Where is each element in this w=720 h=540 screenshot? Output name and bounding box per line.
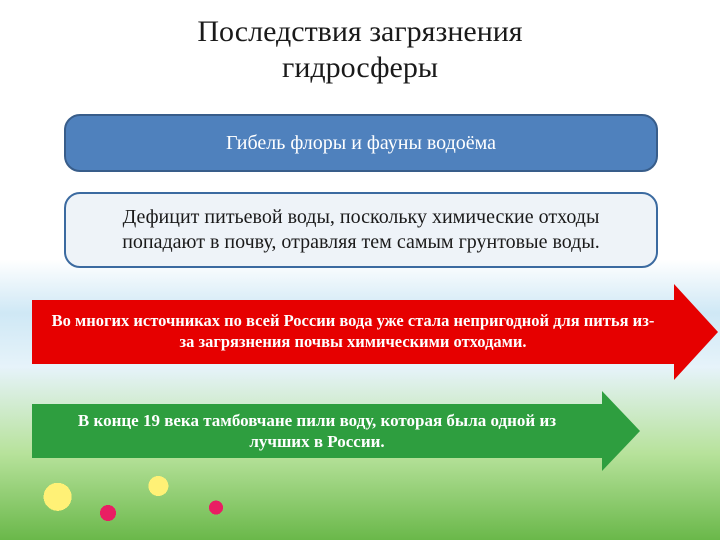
fact-arrow-2-body: В конце 19 века тамбовчане пили воду, ко…	[32, 404, 602, 458]
consequence-box-1: Гибель флоры и фауны водоёма	[64, 114, 658, 172]
consequence-box-2: Дефицит питьевой воды, поскольку химичес…	[64, 192, 658, 268]
fact-text-2: В конце 19 века тамбовчане пили воду, ко…	[46, 410, 588, 453]
consequence-text-1: Гибель флоры и фауны водоёма	[226, 132, 496, 155]
slide: Последствия загрязнения гидросферы Гибел…	[0, 0, 720, 540]
title-line-2: гидросферы	[282, 51, 438, 84]
title-line-1: Последствия загрязнения	[197, 15, 522, 48]
fact-arrow-1-body: Во многих источниках по всей России вода…	[32, 300, 674, 364]
fact-text-1: Во многих источниках по всей России вода…	[46, 311, 660, 352]
slide-title: Последствия загрязнения гидросферы	[0, 0, 720, 86]
fact-arrow-2-head	[602, 391, 640, 471]
fact-arrow-1-head	[674, 284, 718, 380]
consequence-text-2: Дефицит питьевой воды, поскольку химичес…	[84, 205, 638, 255]
